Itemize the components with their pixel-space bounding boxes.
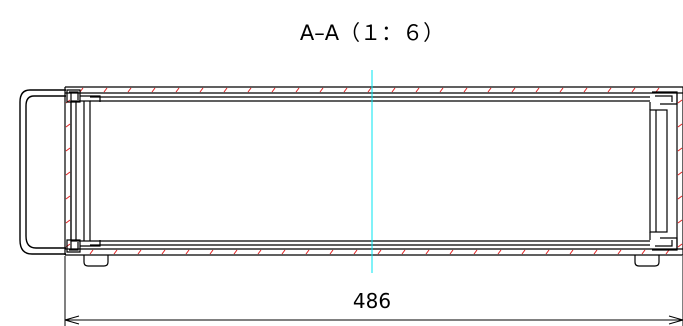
hatch-tick — [521, 249, 526, 255]
hatch-tick — [113, 249, 118, 255]
hatch-tick — [233, 249, 238, 255]
hatch-tick — [185, 249, 190, 255]
hatch-tick — [631, 87, 636, 93]
hatch-tick — [473, 249, 478, 255]
rear-panel-right — [649, 91, 678, 251]
hatch-tick — [377, 249, 382, 255]
hatch-tick — [391, 87, 396, 93]
hatch-tick — [65, 195, 71, 200]
hatch-tick — [65, 147, 71, 152]
hatch-tick — [247, 87, 252, 93]
hatch-tick — [641, 249, 646, 255]
hatch-tick — [559, 87, 564, 93]
hatch-tick — [655, 87, 660, 93]
hatch-tick — [65, 171, 71, 176]
hatch-tick — [617, 249, 622, 255]
hatch-tick — [593, 249, 598, 255]
front-panel-left — [66, 89, 101, 253]
overall-width-label: 486 — [353, 289, 391, 313]
hatch-tick — [439, 87, 444, 93]
hatch-tick — [161, 249, 166, 255]
hatch-tick — [65, 219, 71, 224]
hatch-tick — [137, 249, 142, 255]
hatch-tick — [353, 249, 358, 255]
hatch-tick — [677, 219, 683, 224]
hatch-tick — [607, 87, 612, 93]
hatch-tick — [463, 87, 468, 93]
section-title: A–A（１：６） — [300, 21, 444, 45]
hatch-tick — [367, 87, 372, 93]
section-hatching — [65, 87, 683, 255]
hatch-tick — [103, 87, 108, 93]
hatch-tick — [127, 87, 132, 93]
hatch-tick — [319, 87, 324, 93]
hatch-tick — [401, 249, 406, 255]
hatch-tick — [199, 87, 204, 93]
hatch-tick — [535, 87, 540, 93]
enclosure-feet — [83, 255, 660, 267]
hatch-tick — [583, 87, 588, 93]
hatch-tick — [677, 195, 683, 200]
hatch-tick — [487, 87, 492, 93]
hatch-tick — [295, 87, 300, 93]
hatch-tick — [281, 249, 286, 255]
hatch-tick — [175, 87, 180, 93]
hatch-tick — [305, 249, 310, 255]
front-handle — [19, 89, 66, 255]
hatch-tick — [425, 249, 430, 255]
hatch-tick — [677, 147, 683, 152]
hatch-tick — [511, 87, 516, 93]
hatch-tick — [449, 249, 454, 255]
hatch-tick — [329, 249, 334, 255]
hatch-tick — [343, 87, 348, 93]
hatch-tick — [89, 249, 94, 255]
hatch-tick — [677, 123, 683, 128]
hatch-tick — [271, 87, 276, 93]
hatch-tick — [677, 243, 683, 248]
hatch-tick — [151, 87, 156, 93]
hatch-tick — [209, 249, 214, 255]
overall-width-dimension — [64, 256, 683, 326]
hatch-tick — [257, 249, 262, 255]
hatch-tick — [415, 87, 420, 93]
hatch-tick — [497, 249, 502, 255]
enclosure-outline — [64, 86, 683, 256]
hatch-tick — [223, 87, 228, 93]
hatch-tick — [677, 99, 683, 104]
hatch-tick — [569, 249, 574, 255]
hatch-tick — [65, 123, 71, 128]
hatch-tick — [665, 249, 670, 255]
hatch-tick — [677, 171, 683, 176]
hatch-tick — [545, 249, 550, 255]
